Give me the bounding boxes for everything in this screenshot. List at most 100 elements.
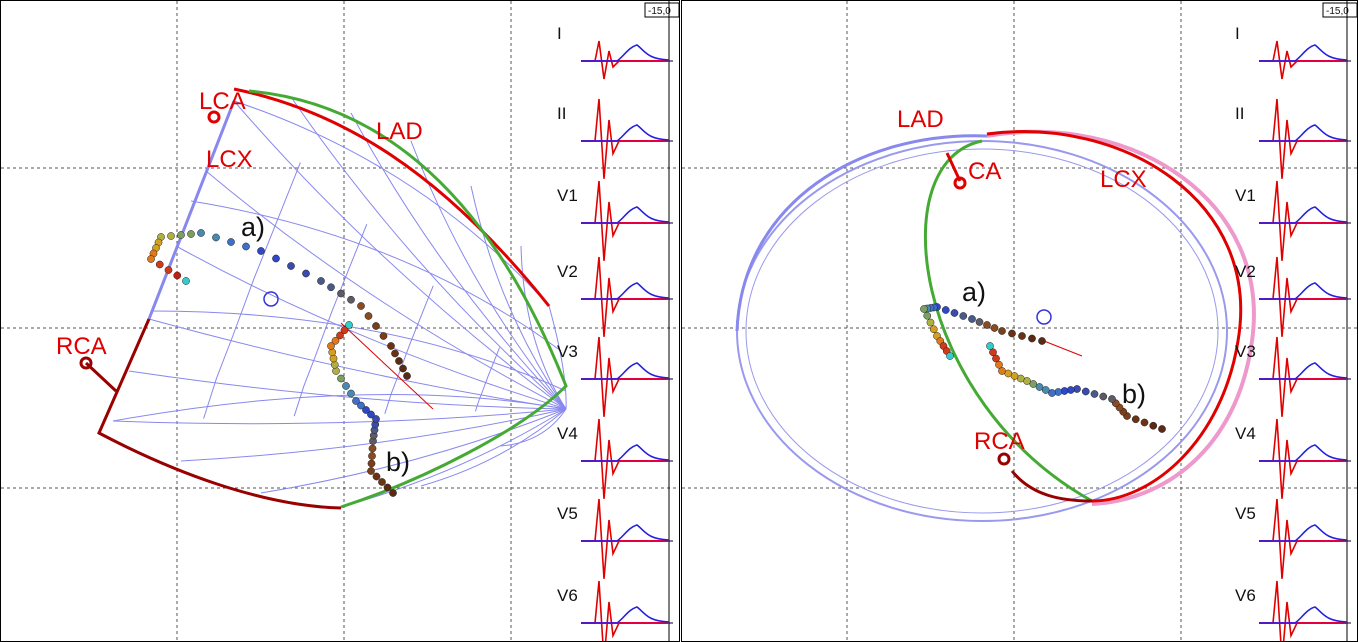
path-b-point <box>331 336 340 345</box>
path-a-point <box>926 318 935 327</box>
mesh-line-arc <box>112 394 567 422</box>
path-a-point <box>959 312 968 320</box>
scale-label: -15,0 <box>648 6 671 17</box>
path-a-label: a) <box>241 212 265 242</box>
lead-label-v1: V1 <box>557 186 578 205</box>
path-a-point <box>227 238 235 246</box>
lca-branch <box>945 152 962 182</box>
path-a-point <box>167 232 175 240</box>
ecg-qrs-trace <box>1259 256 1347 337</box>
path-b-point <box>340 326 349 335</box>
mesh-line-radial <box>340 408 567 508</box>
ecg-qrs-trace <box>1259 418 1347 499</box>
pink-wall-segment <box>986 129 1256 506</box>
path-a-point <box>337 289 345 298</box>
path-b-point <box>1081 387 1090 396</box>
path-b-point <box>329 354 338 363</box>
scale-box <box>1322 2 1357 18</box>
lead-label-i: I <box>1235 24 1240 43</box>
path-a-point <box>990 324 999 332</box>
path-b-point <box>368 444 377 453</box>
right-heart-panel: LAD CA LCX RCA a) b) -15,0 I II V1 V2 V3 V4 V5… <box>681 0 1358 642</box>
ecg-qrs-trace <box>581 256 669 337</box>
ecg-qrs-trace <box>581 98 669 179</box>
path-b-point <box>1029 380 1038 388</box>
path-b-point <box>1108 395 1116 403</box>
path-b-point <box>362 406 370 414</box>
path-b-point <box>1073 385 1081 393</box>
mesh-line-arc <box>190 200 562 352</box>
path-a-point <box>187 230 195 238</box>
path-b-point <box>342 382 350 390</box>
ecg-qrs-trace <box>1259 180 1347 261</box>
path-b-point <box>347 389 355 398</box>
ecg-qrs-trace <box>1259 580 1347 641</box>
mesh-line-radial <box>290 96 567 410</box>
path-b-point <box>352 397 360 405</box>
path-a-label: a) <box>962 277 986 307</box>
lcx-wall-segment <box>735 134 988 332</box>
left-heart-panel: LCA LAD LCX RCA a) b) -15,0 I II V1 V2 V3 V4 V… <box>0 0 680 642</box>
direction-line <box>340 322 434 410</box>
lead-label-v2: V2 <box>557 262 578 281</box>
path-a-point <box>155 260 164 269</box>
path-b-point <box>367 467 375 475</box>
path-b-point <box>1099 392 1108 401</box>
path-a-point <box>983 321 991 329</box>
mesh-line-radial <box>205 170 567 410</box>
rca-branch <box>84 361 118 393</box>
lead-label-i: I <box>557 24 562 43</box>
scale-label: -15,0 <box>1326 6 1349 17</box>
ecg-t-wave-trace <box>581 206 670 224</box>
rca-artery <box>1010 470 1093 503</box>
path-b-point <box>1035 383 1044 391</box>
lca-origin-marker <box>953 176 967 190</box>
path-a-point <box>998 327 1006 335</box>
ecg-t-wave-trace <box>1259 524 1348 542</box>
heart-mesh <box>112 96 567 508</box>
path-a-point <box>941 306 950 314</box>
mesh-line-arc <box>233 100 550 307</box>
mesh-line-radial <box>260 408 567 494</box>
lead-label-v3: V3 <box>1235 342 1256 361</box>
path-b-point <box>1149 421 1158 430</box>
ecg-t-wave-trace <box>581 362 670 380</box>
path-b-point <box>1158 425 1166 433</box>
mesh-line-band <box>293 224 368 417</box>
path-b-point <box>345 321 353 329</box>
lad-label: LAD <box>897 106 944 133</box>
inner-ring-blue <box>745 148 1219 514</box>
mesh-line-radial <box>128 370 567 410</box>
ecg-t-wave-trace <box>1259 282 1348 300</box>
path-b-point <box>995 360 1003 369</box>
path-a-point <box>379 332 388 340</box>
mesh-line-band <box>384 285 434 414</box>
lead-label-v4: V4 <box>1235 424 1256 443</box>
path-b-point <box>1140 418 1149 427</box>
path-b-point <box>372 472 381 481</box>
lad-label: LAD <box>376 118 423 145</box>
path-b-label: b) <box>1122 379 1146 409</box>
path-b-point <box>372 415 380 423</box>
path-a-point <box>395 357 403 365</box>
ecg-t-wave-trace <box>581 44 670 62</box>
ecg-qrs-trace <box>1259 40 1347 80</box>
lead-label-v5: V5 <box>1235 504 1256 523</box>
path-b-point <box>357 401 365 410</box>
lead-label-v4: V4 <box>557 424 578 443</box>
center-marker <box>1036 309 1052 325</box>
rca-origin-marker <box>997 452 1011 466</box>
path-a-point <box>946 352 954 360</box>
path-b-point <box>1041 386 1050 394</box>
path-a-point <box>1038 337 1046 345</box>
path-a-point <box>929 325 938 334</box>
lca-label: CA <box>968 158 1001 185</box>
ecg-qrs-trace <box>581 336 669 417</box>
ecg-t-wave-trace <box>1259 606 1348 624</box>
left-heart-diagram: LCA LAD LCX RCA a) b) -15,0 IIIV1V2V3V4V… <box>1 1 679 641</box>
path-b-point <box>1048 389 1056 397</box>
path-b-point <box>328 348 337 357</box>
lead-label-v5: V5 <box>557 504 578 523</box>
lcx-label: LCX <box>206 146 253 173</box>
